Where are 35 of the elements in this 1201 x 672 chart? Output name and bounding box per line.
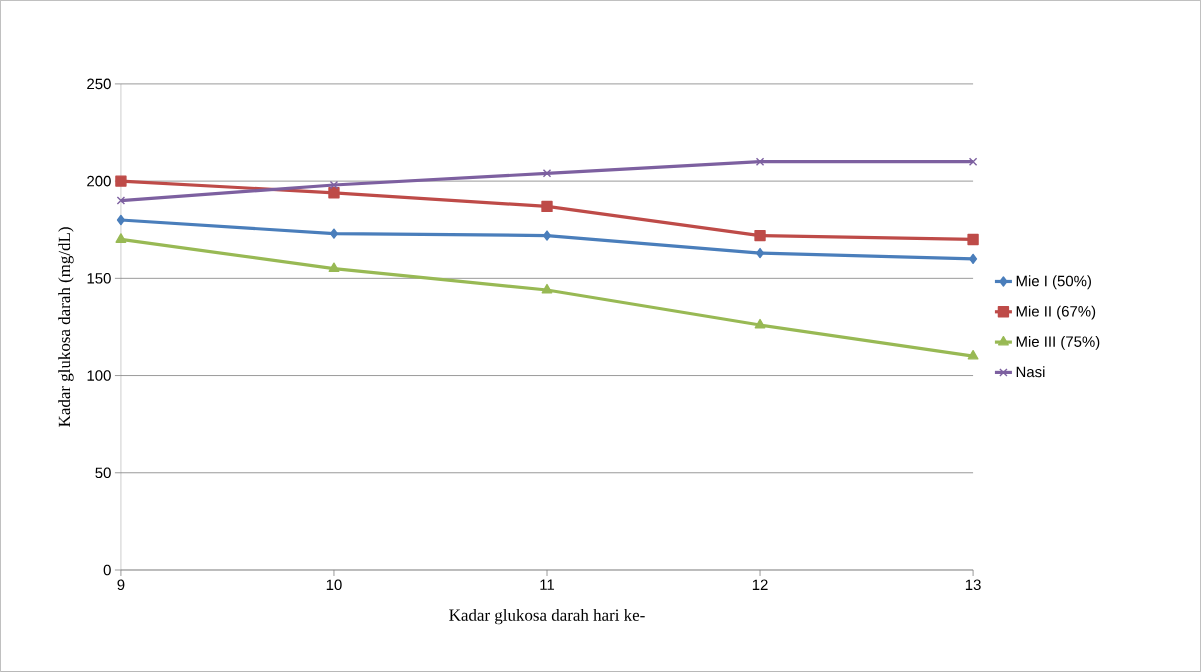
point xyxy=(969,253,978,265)
point xyxy=(541,200,553,213)
point xyxy=(115,175,127,187)
point xyxy=(329,180,339,190)
point xyxy=(968,157,978,166)
x-tick-label: 11 xyxy=(540,579,555,590)
point xyxy=(542,169,552,178)
legend-label: Mie III (75%) xyxy=(1016,335,1100,350)
legend-label: Nasi xyxy=(1016,366,1045,378)
y-axis-title: Kadar glukosa darah (mg/dL) xyxy=(58,227,74,427)
x-tick-label: 10 xyxy=(326,579,342,591)
point xyxy=(116,214,125,226)
x-tick-label: 12 xyxy=(752,579,768,590)
x-tick-label: 13 xyxy=(965,579,981,591)
point xyxy=(754,318,766,329)
point xyxy=(328,262,340,273)
point xyxy=(967,349,979,360)
point xyxy=(115,233,127,243)
point xyxy=(967,233,979,246)
legend-label: Mie II (67%) xyxy=(1016,305,1096,320)
y-tick-label: 0 xyxy=(103,564,111,576)
y-tick-label: 200 xyxy=(87,175,111,187)
point xyxy=(755,157,765,166)
point xyxy=(754,229,766,242)
legend-label: Mie I (50%) xyxy=(1016,275,1091,290)
y-tick-label: 150 xyxy=(87,273,111,284)
point xyxy=(328,187,340,199)
point xyxy=(755,247,765,259)
x-tick-label: 9 xyxy=(117,579,125,591)
point xyxy=(116,196,126,205)
y-tick-label: 100 xyxy=(87,370,111,381)
y-tick-label: 50 xyxy=(95,467,111,479)
x-axis-title: Kadar glukosa darah hari ke- xyxy=(449,608,645,625)
point xyxy=(541,283,553,294)
y-tick-label: 250 xyxy=(87,78,111,90)
